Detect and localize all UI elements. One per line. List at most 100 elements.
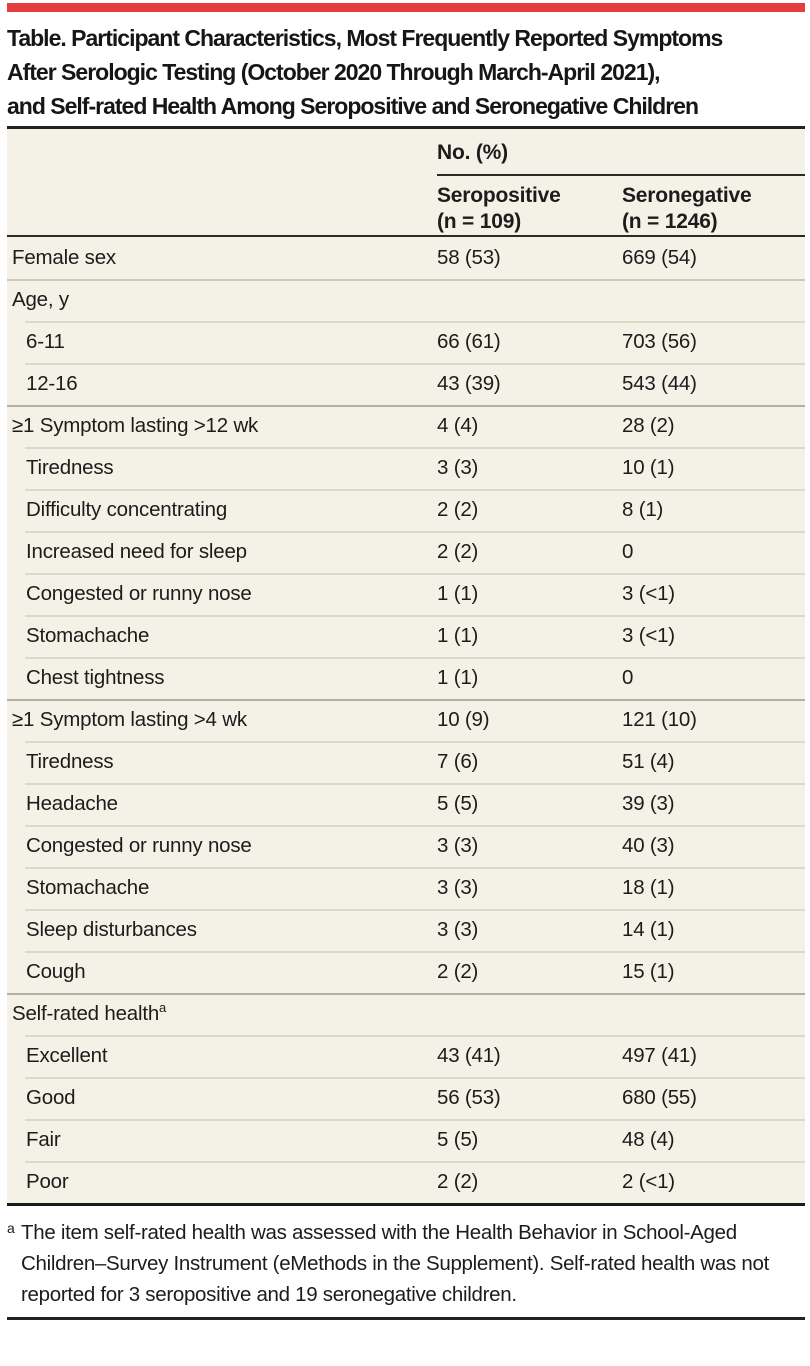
- bottom-rule: [7, 1317, 805, 1320]
- row-label-text: Tiredness: [26, 456, 114, 479]
- table-row: Age, y: [7, 279, 805, 321]
- table-row: Chest tightness 1 (1) 0: [7, 657, 805, 699]
- row-separator: [25, 909, 805, 911]
- seronegative-value: 39 (3): [622, 792, 675, 815]
- seronegative-value: 8 (1): [622, 498, 664, 521]
- accent-bar: [7, 3, 805, 12]
- characteristics-table: No. (%) Seropositive (n = 109) Seronegat…: [7, 129, 805, 1206]
- row-label-text: Self-rated health: [12, 1002, 160, 1025]
- row-separator: [25, 321, 805, 323]
- seropositive-value: 2 (2): [437, 1170, 479, 1193]
- seronegative-value: 18 (1): [622, 876, 675, 899]
- table-row: Stomachache 3 (3) 18 (1): [7, 867, 805, 909]
- row-label-text: Excellent: [26, 1044, 108, 1067]
- footnote-reference: a: [159, 1000, 167, 1016]
- table-row: 6-11 66 (61) 703 (56): [7, 321, 805, 363]
- row-label-text: Female sex: [12, 246, 116, 269]
- row-label: Congested or runny nose: [26, 834, 252, 858]
- table-row: Congested or runny nose 3 (3) 40 (3): [7, 825, 805, 867]
- seronegative-value: 680 (55): [622, 1086, 697, 1109]
- row-separator: [25, 615, 805, 617]
- table-row: ≥1 Symptom lasting >12 wk 4 (4) 28 (2): [7, 405, 805, 447]
- row-separator: [25, 657, 805, 659]
- row-label: Excellent: [26, 1044, 108, 1068]
- row-separator: [25, 573, 805, 575]
- table-row: Cough 2 (2) 15 (1): [7, 951, 805, 993]
- row-label-text: Chest tightness: [26, 666, 165, 689]
- row-label-text: Headache: [26, 792, 118, 815]
- page: Table. Participant Characteristics, Most…: [0, 3, 810, 1320]
- row-label: 12-16: [26, 372, 78, 396]
- row-label-text: Sleep disturbances: [26, 918, 197, 941]
- table-row: Poor 2 (2) 2 (<1): [7, 1161, 805, 1203]
- row-separator: [25, 783, 805, 785]
- seronegative-value: 28 (2): [622, 414, 675, 437]
- seropositive-value: 2 (2): [437, 960, 479, 983]
- row-label: Headache: [26, 792, 118, 816]
- row-label: Increased need for sleep: [26, 540, 247, 564]
- column-name: Seronegative: [622, 184, 752, 207]
- row-separator: [7, 279, 805, 281]
- table-row: Tiredness 3 (3) 10 (1): [7, 447, 805, 489]
- column-header-seronegative: Seronegative (n = 1246): [622, 183, 752, 235]
- table-row: Congested or runny nose 1 (1) 3 (<1): [7, 573, 805, 615]
- row-separator: [25, 531, 805, 533]
- row-label-text: Congested or runny nose: [26, 834, 252, 857]
- seropositive-value: 5 (5): [437, 792, 479, 815]
- row-label: Tiredness: [26, 456, 114, 480]
- table-title-line: After Serologic Testing (October 2020 Th…: [7, 59, 661, 85]
- row-separator: [25, 867, 805, 869]
- seronegative-value: 543 (44): [622, 372, 697, 395]
- footnote: a The item self-rated health was assesse…: [7, 1217, 772, 1310]
- seronegative-value: 0: [622, 666, 634, 689]
- seropositive-value: 4 (4): [437, 414, 479, 437]
- row-label: Age, y: [12, 288, 69, 312]
- column-header-seropositive: Seropositive (n = 109): [437, 183, 561, 235]
- row-label-text: Poor: [26, 1170, 69, 1193]
- seropositive-value: 2 (2): [437, 498, 479, 521]
- table-row: Headache 5 (5) 39 (3): [7, 783, 805, 825]
- seronegative-value: 14 (1): [622, 918, 675, 941]
- row-label: Poor: [26, 1170, 69, 1194]
- row-separator: [25, 363, 805, 365]
- seropositive-value: 3 (3): [437, 918, 479, 941]
- row-separator: [7, 993, 805, 995]
- seronegative-value: 2 (<1): [622, 1170, 675, 1193]
- table-row: Difficulty concentrating 2 (2) 8 (1): [7, 489, 805, 531]
- row-label: Self-rated healtha: [12, 1000, 167, 1026]
- table-title-line: Table. Participant Characteristics, Most…: [7, 25, 723, 51]
- row-label: Female sex: [12, 246, 116, 270]
- seropositive-value: 3 (3): [437, 834, 479, 857]
- row-label: Chest tightness: [26, 666, 165, 690]
- seronegative-value: 3 (<1): [622, 582, 675, 605]
- seropositive-value: 66 (61): [437, 330, 501, 353]
- row-label: 6-11: [26, 330, 65, 354]
- row-separator: [25, 1161, 805, 1163]
- row-label-text: ≥1 Symptom lasting >4 wk: [12, 708, 247, 731]
- table-row: Good 56 (53) 680 (55): [7, 1077, 805, 1119]
- row-label: Difficulty concentrating: [26, 498, 227, 522]
- seropositive-value: 56 (53): [437, 1086, 501, 1109]
- seronegative-value: 51 (4): [622, 750, 675, 773]
- row-label-text: Age, y: [12, 288, 69, 311]
- seronegative-value: 15 (1): [622, 960, 675, 983]
- seronegative-value: 40 (3): [622, 834, 675, 857]
- row-label: Stomachache: [26, 876, 149, 900]
- row-label-text: Stomachache: [26, 876, 150, 899]
- table-row: 12-16 43 (39) 543 (44): [7, 363, 805, 405]
- table-row: ≥1 Symptom lasting >4 wk 10 (9) 121 (10): [7, 699, 805, 741]
- seropositive-value: 7 (6): [437, 750, 479, 773]
- row-label: Sleep disturbances: [26, 918, 197, 942]
- seronegative-value: 703 (56): [622, 330, 697, 353]
- table-row: Stomachache 1 (1) 3 (<1): [7, 615, 805, 657]
- column-name: Seropositive: [437, 184, 561, 207]
- seropositive-value: 43 (39): [437, 372, 501, 395]
- table-title-line: and Self-rated Health Among Seropositive…: [7, 93, 699, 119]
- seropositive-value: 58 (53): [437, 246, 501, 269]
- spanner-underline: [437, 174, 805, 176]
- row-label: Congested or runny nose: [26, 582, 252, 606]
- row-separator: [25, 1077, 805, 1079]
- seronegative-value: 669 (54): [622, 246, 697, 269]
- seronegative-value: 0: [622, 540, 634, 563]
- row-label-text: Cough: [26, 960, 86, 983]
